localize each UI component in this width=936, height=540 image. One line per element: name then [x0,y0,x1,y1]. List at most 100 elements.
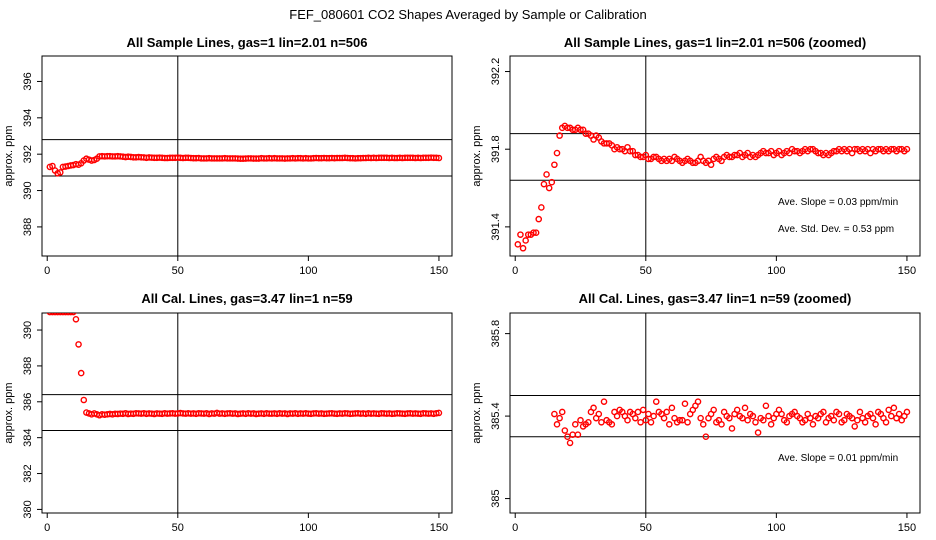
data-point [514,241,522,248]
panel-sample-lines: All Sample Lines, gas=1 lin=2.01 n=506 a… [3,35,453,277]
panel-sample-lines-zoomed: All Sample Lines, gas=1 lin=2.01 n=506 (… [471,35,921,277]
data-point [647,418,655,426]
data-point [872,421,879,428]
data-point [556,132,563,139]
y-tick-label: 390 [22,321,34,339]
data-point [551,410,558,418]
data-point [70,313,77,316]
plot-frame [41,312,453,514]
plot-area: 0 50 100 150 391.4 391.8 392.2 [490,55,921,277]
data-point [632,414,639,422]
x-tick-label: 150 [430,265,448,277]
y-axis-label: approx. ppm [3,125,15,186]
data-point [739,414,746,422]
x-tick-label: 150 [898,265,916,277]
x-tick-label: 0 [44,265,50,277]
data-point [848,414,856,422]
y-tick-label: 391.4 [490,213,502,241]
data-point [54,313,61,316]
x-tick-label: 100 [299,522,317,534]
data-point [558,408,566,416]
data-point [545,184,553,192]
plot-frame [509,312,921,514]
y-tick-label: 384 [22,428,34,446]
data-point [595,410,603,418]
x-tick-label: 100 [767,522,785,534]
data-point [895,410,903,418]
plot-frame [509,55,921,257]
data-point [637,418,644,426]
data-point [530,229,537,236]
data-point [46,313,54,316]
data-point [556,414,563,422]
data-point [741,404,749,412]
data-point [652,398,660,405]
y-tick-label: 386 [22,393,34,411]
data-point [728,425,736,432]
data-point [887,412,895,420]
data-point [435,154,443,162]
panel-title: All Cal. Lines, gas=3.47 lin=1 n=59 [141,291,352,306]
data-point [754,429,762,436]
data-point [566,439,574,447]
data-point [681,400,689,408]
data-point [762,402,770,410]
data-point [634,408,642,416]
y-tick-label: 391.8 [490,135,502,163]
data-point [733,406,741,414]
data-point [820,408,827,416]
data-point [72,315,80,323]
data-point [744,416,751,424]
data-point [749,412,757,420]
x-tick-label: 150 [430,522,448,534]
data-point [433,409,440,417]
plot-frame [41,55,453,257]
data-point [660,414,668,422]
data-point [854,416,861,424]
data-point [77,369,85,377]
data-point [535,215,543,223]
data-points [551,398,911,447]
data-point [613,412,621,420]
data-point [801,416,809,424]
data-point [639,406,647,414]
data-point [519,244,527,252]
y-tick-label: 396 [22,72,34,90]
annotation-slope: Ave. Slope = 0.03 ppm/min [778,197,898,208]
x-tick-label: 100 [299,265,317,277]
data-point [783,418,791,426]
data-point [540,180,548,188]
x-tick-label: 50 [640,265,652,277]
data-point [835,410,843,418]
data-point [626,147,634,155]
y-tick-label: 385 [490,489,502,507]
x-tick-label: 0 [512,265,518,277]
data-point [551,161,558,169]
data-point [760,416,767,424]
data-point [64,313,72,316]
data-point [707,161,715,169]
x-tick-label: 50 [172,265,184,277]
data-points [514,122,911,252]
data-point [49,313,56,316]
y-tick-label: 394 [22,109,34,127]
data-point [699,421,707,428]
data-point [608,421,616,428]
data-point [564,433,571,441]
data-point [665,421,673,428]
data-point [851,423,859,430]
data-point [809,421,817,428]
panel-cal-lines: All Cal. Lines, gas=3.47 lin=1 n=59 appr… [3,291,453,534]
plot-area: 0 50 100 150 385 385.4 385.8 [490,312,921,534]
data-point [548,178,556,186]
data-point [903,145,911,153]
data-point [861,418,869,426]
data-point [668,404,676,412]
data-point [885,406,892,414]
data-point [710,406,717,414]
data-point [600,398,608,405]
data-point [590,404,597,412]
data-point [697,414,704,422]
plot-area: 0 50 100 150 388 390 392 394 396 [22,55,453,277]
panel-cal-lines-zoomed: All Cal. Lines, gas=3.47 lin=1 n=59 (zoo… [471,291,921,534]
